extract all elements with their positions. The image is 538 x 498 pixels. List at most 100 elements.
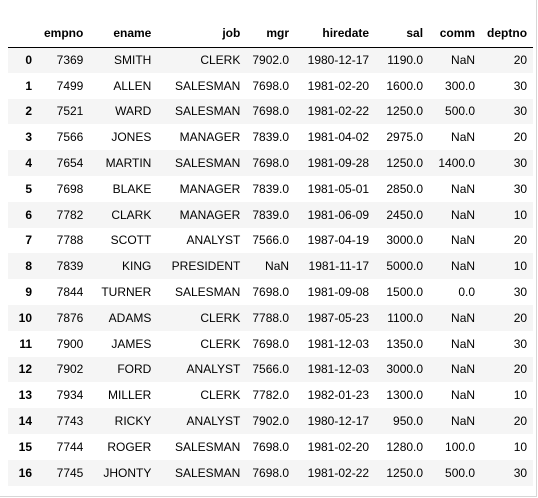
cell-index: 15 — [18, 439, 32, 454]
header-sal: sal — [375, 19, 430, 48]
cell-sal: 5000.0 — [386, 259, 424, 274]
cell-comm: NaN — [451, 414, 476, 429]
cell-ename: SMITH — [114, 53, 152, 68]
cell-ename: ADAMS — [108, 310, 152, 325]
table-row: 6 7782 CLARK MANAGER 7839.0 1981-06-09 2450.0 N… — [8, 201, 534, 228]
header-ename: ename — [89, 19, 158, 48]
cell-sal: 1280.0 — [386, 439, 424, 454]
table-row: 10 7876 ADAMS CLERK 7788.0 1987-05-23 1100.0 Na… — [8, 304, 534, 331]
table-row: 12 7902 FORD ANALYST 7566.0 1981-12-03 3000.0 N… — [8, 356, 534, 383]
cell-comm: NaN — [451, 362, 476, 377]
cell-comm: NaN — [451, 130, 476, 145]
cell-job: CLERK — [200, 336, 241, 351]
cell-mgr: 7839.0 — [252, 207, 290, 222]
cell-comm: NaN — [451, 181, 476, 196]
cell-empno: 7499 — [56, 78, 84, 93]
cell-ename: RICKY — [114, 414, 152, 429]
cell-job: SALESMAN — [174, 465, 241, 480]
cell-hiredate: 1981-02-20 — [307, 439, 370, 454]
header-hiredate: hiredate — [295, 19, 376, 48]
cell-index: 0 — [25, 53, 32, 68]
cell-sal: 1500.0 — [386, 285, 424, 300]
cell-job: ANALYST — [186, 362, 241, 377]
cell-deptno: 20 — [513, 130, 528, 145]
cell-hiredate: 1981-12-03 — [307, 336, 370, 351]
cell-ename: FORD — [117, 362, 152, 377]
cell-mgr: 7902.0 — [252, 414, 290, 429]
cell-empno: 7782 — [56, 207, 84, 222]
cell-mgr: 7566.0 — [252, 362, 290, 377]
table-row: 1 7499 ALLEN SALESMAN 7698.0 1981-02-20 1600.0… — [8, 72, 534, 99]
cell-job: CLERK — [200, 310, 241, 325]
cell-ename: JAMES — [111, 336, 152, 351]
cell-job: ANALYST — [186, 414, 241, 429]
cell-sal: 3000.0 — [386, 362, 424, 377]
header-empno: empno — [38, 19, 90, 48]
cell-deptno: 20 — [513, 362, 528, 377]
table-row: 15 7744 ROGER SALESMAN 7698.0 1981-02-20 1280.… — [8, 433, 534, 460]
cell-deptno: 20 — [513, 310, 528, 325]
header-deptno: deptno — [481, 19, 534, 48]
cell-sal: 1100.0 — [387, 310, 424, 325]
cell-job: SALESMAN — [174, 285, 241, 300]
cell-deptno: 30 — [513, 78, 528, 93]
table-row: 0 7369 SMITH CLERK 7902.0 1980-12-17 1190.0 NaN… — [8, 47, 534, 73]
cell-deptno: 10 — [513, 207, 528, 222]
cell-ename: TURNER — [101, 285, 152, 300]
cell-job: SALESMAN — [174, 156, 241, 171]
cell-sal: 3000.0 — [386, 233, 424, 248]
cell-sal: 1300.0 — [386, 388, 424, 403]
cell-deptno: 20 — [513, 53, 528, 68]
cell-sal: 1600.0 — [386, 78, 424, 93]
cell-sal: 950.0 — [393, 414, 424, 429]
cell-mgr: 7566.0 — [252, 233, 290, 248]
table-header: empno ename job mgr hiredate sal comm de… — [8, 19, 534, 48]
cell-comm: 100.0 — [445, 439, 476, 454]
cell-index: 14 — [18, 414, 32, 429]
cell-sal: 1190.0 — [387, 53, 424, 68]
table-row: 5 7698 BLAKE MANAGER 7839.0 1981-05-01 2850.0 N… — [8, 175, 534, 202]
header-comm: comm — [429, 19, 482, 48]
cell-index: 10 — [18, 310, 32, 325]
cell-sal: 2450.0 — [386, 207, 424, 222]
cell-mgr: 7698.0 — [252, 104, 290, 119]
cell-hiredate: 1981-04-02 — [307, 130, 370, 145]
cell-comm: 300.0 — [445, 78, 476, 93]
cell-ename: ROGER — [107, 439, 152, 454]
cell-ename: WARD — [115, 104, 152, 119]
cell-index: 4 — [25, 156, 32, 171]
cell-empno: 7876 — [56, 310, 84, 325]
cell-empno: 7902 — [56, 362, 84, 377]
cell-index: 6 — [25, 207, 32, 222]
table-row: 7 7788 SCOTT ANALYST 7566.0 1987-04-19 3000.0 N… — [8, 227, 534, 254]
cell-index: 9 — [25, 285, 32, 300]
cell-mgr: 7698.0 — [252, 78, 290, 93]
cell-comm: 1400.0 — [438, 156, 476, 171]
cell-comm: NaN — [451, 233, 476, 248]
cell-empno: 7654 — [56, 156, 84, 171]
cell-job: SALESMAN — [174, 104, 241, 119]
cell-hiredate: 1981-05-01 — [307, 181, 370, 196]
cell-deptno: 30 — [513, 181, 528, 196]
table-row: 3 7566 JONES MANAGER 7839.0 1981-04-02 2975.0 N… — [8, 124, 534, 151]
cell-hiredate: 1981-06-09 — [307, 207, 370, 222]
cell-empno: 7743 — [56, 414, 84, 429]
cell-index: 7 — [25, 233, 32, 248]
cell-sal: 1350.0 — [386, 336, 424, 351]
cell-ename: ALLEN — [113, 78, 152, 93]
cell-deptno: 30 — [513, 156, 528, 171]
cell-job: MANAGER — [179, 207, 241, 222]
cell-hiredate: 1981-12-03 — [307, 362, 370, 377]
cell-comm: NaN — [451, 53, 476, 68]
cell-job: SALESMAN — [174, 78, 241, 93]
cell-sal: 2975.0 — [386, 130, 424, 145]
cell-ename: BLAKE — [112, 181, 152, 196]
table-row: 8 7839 KING PRESIDENT NaN 1981-11-17 5000.0 NaN… — [8, 253, 534, 280]
cell-mgr: 7698.0 — [252, 439, 290, 454]
cell-deptno: 10 — [513, 439, 528, 454]
cell-empno: 7698 — [56, 181, 84, 196]
cell-empno: 7566 — [56, 130, 84, 145]
cell-deptno: 30 — [513, 285, 528, 300]
cell-index: 5 — [25, 181, 32, 196]
